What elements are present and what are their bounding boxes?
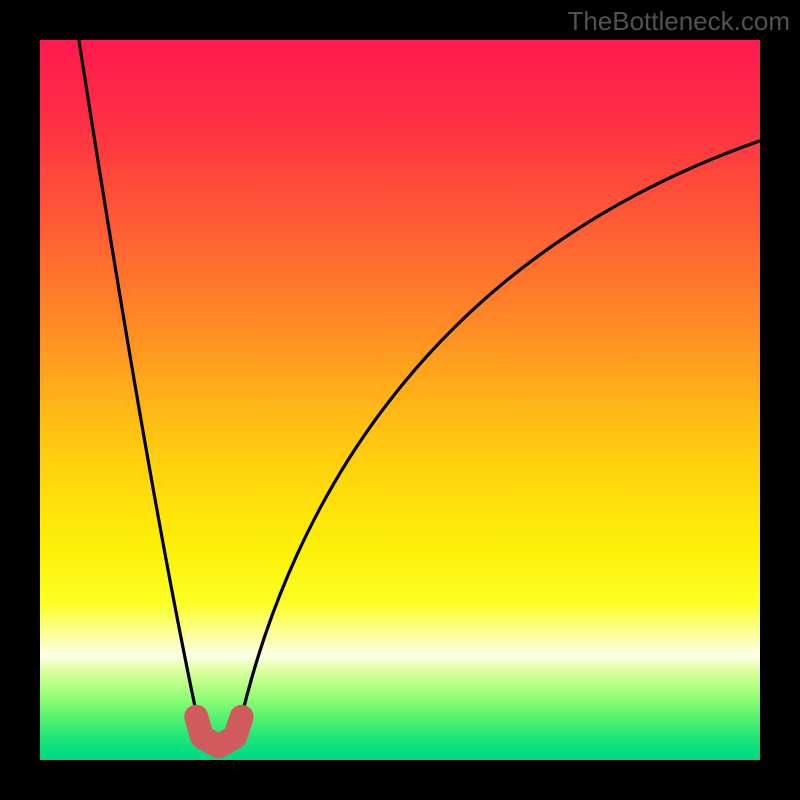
watermark-text: TheBottleneck.com bbox=[567, 6, 790, 37]
gradient-background bbox=[40, 40, 760, 760]
plot-area bbox=[40, 40, 760, 760]
